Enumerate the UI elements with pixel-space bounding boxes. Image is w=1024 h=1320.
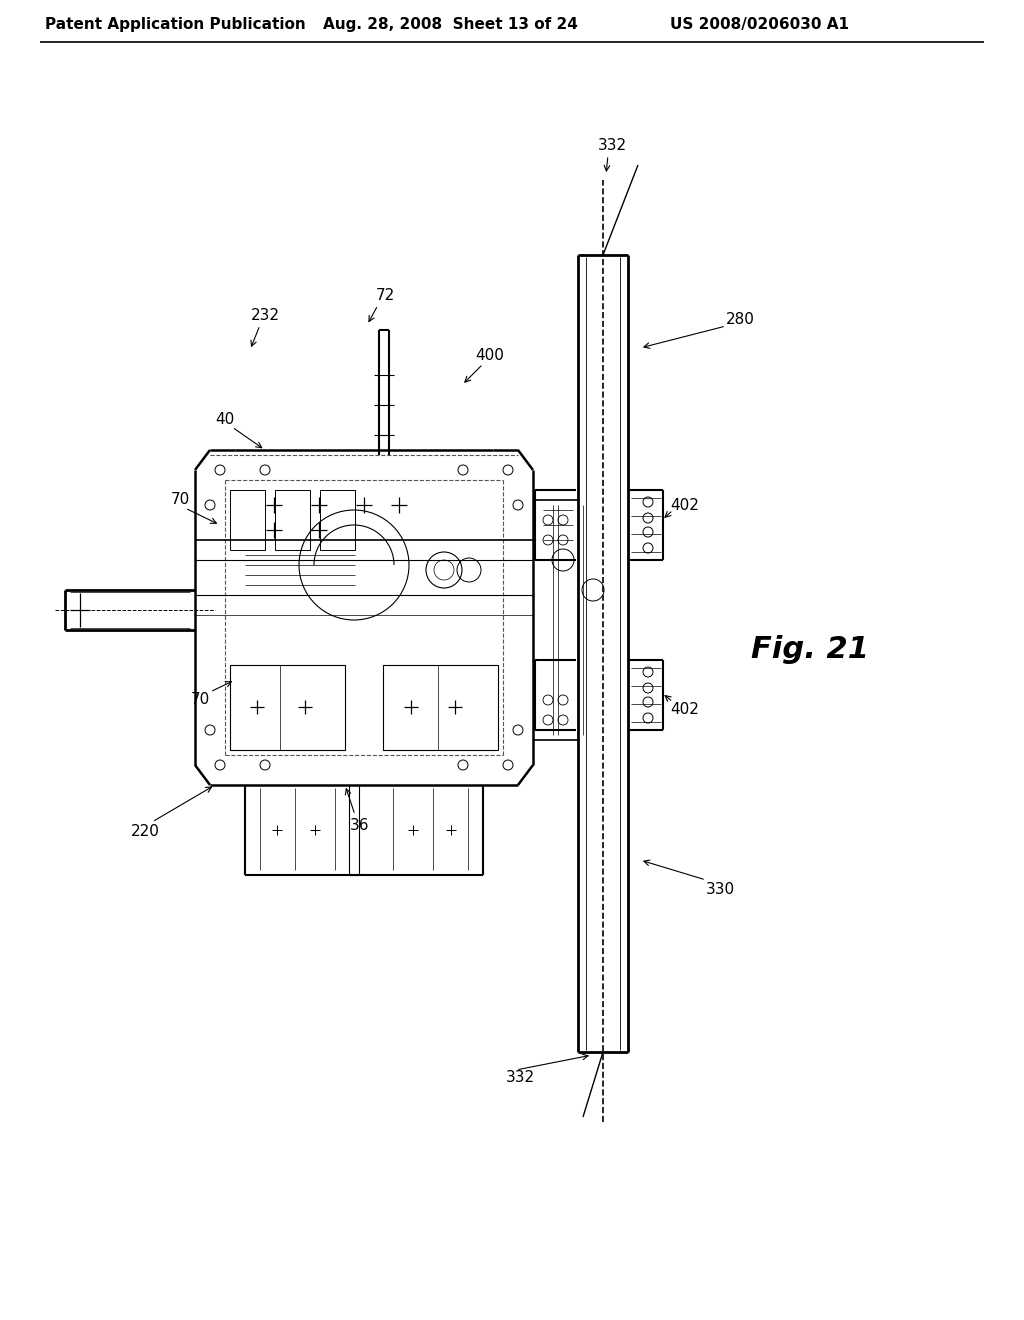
Text: US 2008/0206030 A1: US 2008/0206030 A1 <box>671 17 850 33</box>
Text: 36: 36 <box>350 817 370 833</box>
Text: Patent Application Publication: Patent Application Publication <box>45 17 305 33</box>
Text: 70: 70 <box>190 693 210 708</box>
Text: 332: 332 <box>506 1071 535 1085</box>
Text: 220: 220 <box>131 825 160 840</box>
Text: 232: 232 <box>251 308 280 322</box>
Text: 332: 332 <box>597 137 627 153</box>
Text: 402: 402 <box>671 702 699 718</box>
Text: Fig. 21: Fig. 21 <box>751 635 869 664</box>
Text: 330: 330 <box>706 883 734 898</box>
Bar <box>319 490 355 550</box>
Text: Aug. 28, 2008  Sheet 13 of 24: Aug. 28, 2008 Sheet 13 of 24 <box>323 17 578 33</box>
Bar <box>230 665 345 750</box>
Text: 72: 72 <box>376 288 394 302</box>
Bar <box>275 490 310 550</box>
Bar <box>383 665 438 750</box>
Bar <box>383 665 498 750</box>
Text: 402: 402 <box>671 498 699 512</box>
Text: 400: 400 <box>475 347 505 363</box>
Text: 70: 70 <box>170 492 189 507</box>
Text: 280: 280 <box>726 313 755 327</box>
Bar <box>230 490 265 550</box>
Text: 40: 40 <box>215 412 234 428</box>
Bar <box>230 665 280 750</box>
